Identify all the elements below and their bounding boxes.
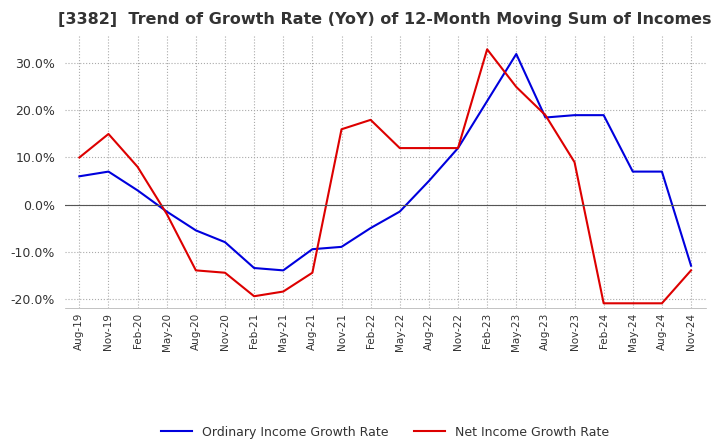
Ordinary Income Growth Rate <box>250 265 258 271</box>
Line: Net Income Growth Rate: Net Income Growth Rate <box>79 49 691 303</box>
Net Income Growth Rate <box>133 164 142 169</box>
Line: Ordinary Income Growth Rate: Ordinary Income Growth Rate <box>79 54 691 270</box>
Net Income Growth Rate <box>425 146 433 151</box>
Ordinary Income Growth Rate <box>687 263 696 268</box>
Net Income Growth Rate <box>629 301 637 306</box>
Ordinary Income Growth Rate <box>192 228 200 233</box>
Ordinary Income Growth Rate <box>163 209 171 214</box>
Net Income Growth Rate <box>250 293 258 299</box>
Ordinary Income Growth Rate <box>395 209 404 214</box>
Ordinary Income Growth Rate <box>425 178 433 183</box>
Ordinary Income Growth Rate <box>279 268 287 273</box>
Ordinary Income Growth Rate <box>483 99 492 104</box>
Ordinary Income Growth Rate <box>337 244 346 249</box>
Net Income Growth Rate <box>104 131 113 136</box>
Net Income Growth Rate <box>220 270 229 275</box>
Net Income Growth Rate <box>279 289 287 294</box>
Ordinary Income Growth Rate <box>657 169 666 174</box>
Net Income Growth Rate <box>454 146 462 151</box>
Title: [3382]  Trend of Growth Rate (YoY) of 12-Month Moving Sum of Incomes: [3382] Trend of Growth Rate (YoY) of 12-… <box>58 12 712 27</box>
Net Income Growth Rate <box>366 117 375 122</box>
Ordinary Income Growth Rate <box>220 239 229 245</box>
Ordinary Income Growth Rate <box>104 169 113 174</box>
Ordinary Income Growth Rate <box>133 188 142 193</box>
Net Income Growth Rate <box>163 211 171 216</box>
Ordinary Income Growth Rate <box>512 51 521 57</box>
Net Income Growth Rate <box>192 268 200 273</box>
Ordinary Income Growth Rate <box>570 113 579 118</box>
Ordinary Income Growth Rate <box>366 225 375 231</box>
Ordinary Income Growth Rate <box>75 174 84 179</box>
Net Income Growth Rate <box>483 47 492 52</box>
Net Income Growth Rate <box>308 270 317 275</box>
Ordinary Income Growth Rate <box>541 115 550 120</box>
Net Income Growth Rate <box>541 113 550 118</box>
Net Income Growth Rate <box>337 127 346 132</box>
Net Income Growth Rate <box>599 301 608 306</box>
Net Income Growth Rate <box>512 84 521 90</box>
Net Income Growth Rate <box>75 155 84 160</box>
Ordinary Income Growth Rate <box>454 146 462 151</box>
Net Income Growth Rate <box>570 160 579 165</box>
Ordinary Income Growth Rate <box>599 113 608 118</box>
Net Income Growth Rate <box>687 268 696 273</box>
Ordinary Income Growth Rate <box>629 169 637 174</box>
Ordinary Income Growth Rate <box>308 246 317 252</box>
Net Income Growth Rate <box>395 146 404 151</box>
Net Income Growth Rate <box>657 301 666 306</box>
Legend: Ordinary Income Growth Rate, Net Income Growth Rate: Ordinary Income Growth Rate, Net Income … <box>156 421 614 440</box>
